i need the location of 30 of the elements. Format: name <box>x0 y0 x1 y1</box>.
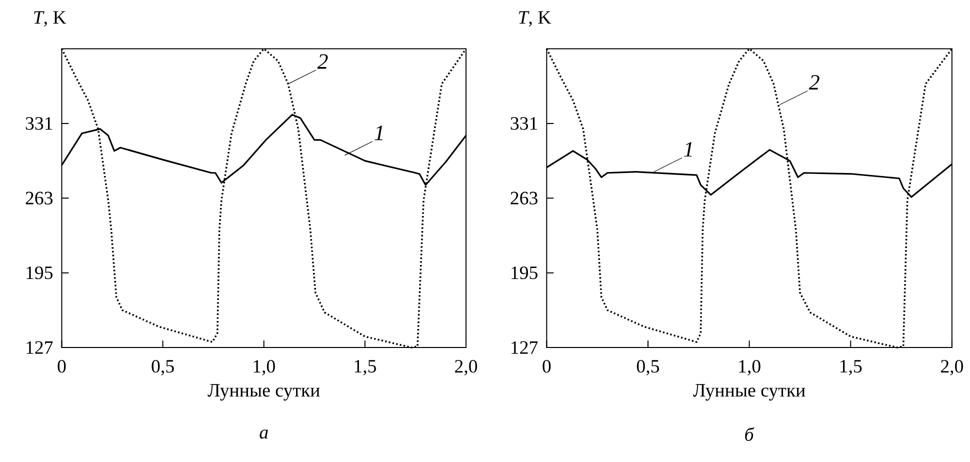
x-tick-label: 2,0 <box>940 360 963 376</box>
annotation: 1 <box>374 126 382 140</box>
text: а <box>260 430 268 439</box>
annotation: 1 <box>684 142 692 157</box>
line-series <box>60 48 467 348</box>
x-axis-title: Лунные сутки <box>208 384 320 401</box>
y-tick-label: 195 <box>512 266 538 280</box>
annotation: 2 <box>317 54 328 69</box>
x-tick-label: 0,5 <box>152 360 174 376</box>
y-tick-label: 263 <box>510 192 538 204</box>
annotation: 2 <box>808 75 820 90</box>
y-tick-label: 331 <box>26 117 52 130</box>
y-tick-label: 127 <box>512 341 538 354</box>
x-tick-label: 1,5 <box>354 360 376 376</box>
x-tick-label: 0 <box>542 360 551 373</box>
x-tick-label: 1,0 <box>739 360 760 376</box>
x-tick-label: 1,0 <box>254 360 275 376</box>
y-axis-title: T, K <box>34 11 66 27</box>
text: б <box>745 427 754 441</box>
x-tick-label: 0,5 <box>636 360 660 376</box>
x-axis-title: Лунные сутки <box>693 384 806 401</box>
y-tick-label: 331 <box>510 117 538 130</box>
y-tick-label: 263 <box>26 192 53 204</box>
y-tick-label: 195 <box>26 266 53 280</box>
y-tick-label: 127 <box>26 341 53 354</box>
x-tick-label: 1,5 <box>840 360 862 376</box>
x-tick-label: 2,0 <box>455 360 478 376</box>
line-series <box>546 48 953 348</box>
x-tick-label: 0 <box>58 360 66 373</box>
y-axis-title: T, K <box>518 11 552 27</box>
